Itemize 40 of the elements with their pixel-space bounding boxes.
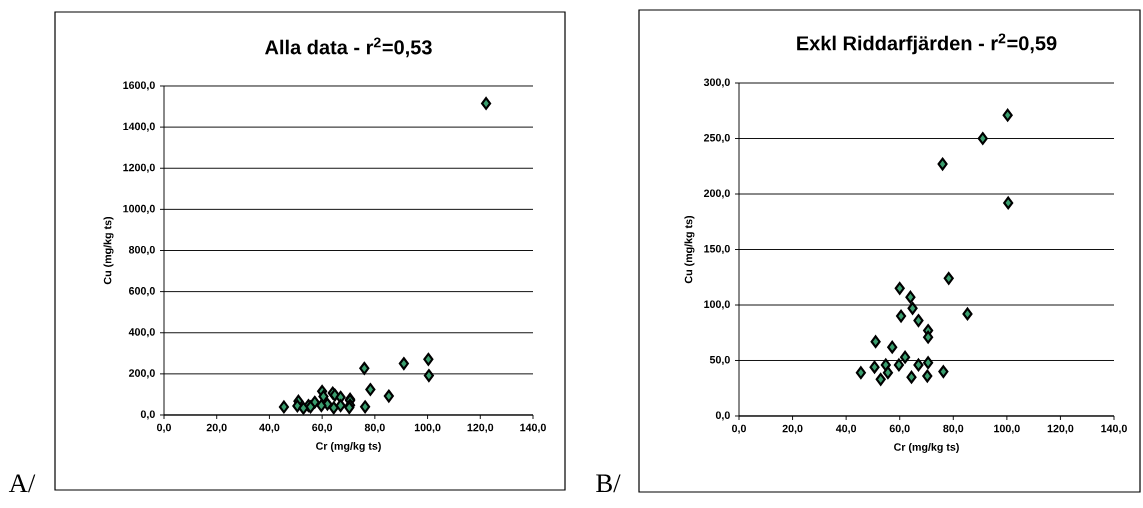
y-axis-title: Cu (mg/kg ts): [103, 216, 114, 285]
x-tick-label: 40,0: [835, 424, 857, 434]
y-tick-label: 50,0: [709, 355, 730, 366]
y-tick-label: 1000,0: [123, 204, 155, 214]
x-tick-label: 40,0: [259, 423, 280, 433]
y-tick-label: 100,0: [704, 300, 730, 310]
y-tick-label: 800,0: [128, 245, 155, 256]
chart-title: Alla data - r$^{2}$=0,53: [265, 37, 432, 58]
y-tick-label: 0,0: [715, 411, 730, 421]
y-tick-label: 1400,0: [123, 122, 155, 132]
y-tick-label: 250,0: [703, 133, 730, 144]
x-tick-label: 20,0: [782, 424, 803, 434]
x-tick-label: 20,0: [206, 423, 227, 433]
y-tick-label: 0,0: [140, 410, 155, 420]
x-axis-title: Cr (mg/kg ts): [894, 442, 959, 453]
x-tick-label: 100,0: [994, 424, 1020, 434]
x-tick-label: 100,0: [414, 423, 441, 433]
x-tick-label: 140,0: [520, 423, 546, 433]
text: A/: [8, 474, 36, 493]
y-tick-label: 300,0: [703, 78, 730, 88]
y-tick-label: 200,0: [703, 189, 730, 199]
x-tick-label: 0,0: [157, 423, 171, 433]
x-tick-label: 140,0: [1101, 424, 1127, 434]
y-tick-label: 150,0: [704, 244, 730, 255]
x-tick-label: 120,0: [1047, 424, 1074, 434]
x-tick-label: 60,0: [889, 424, 910, 434]
y-tick-label: 400,0: [128, 328, 155, 338]
text: B/: [596, 474, 621, 493]
x-tick-label: 80,0: [943, 424, 964, 434]
y-axis-title: Cu (mg/kg ts): [684, 215, 695, 284]
chart-title: Exkl Riddarfjärden - r$^{2}$=0,59: [797, 33, 1057, 55]
y-tick-label: 200,0: [128, 369, 155, 379]
y-tick-label: 600,0: [129, 287, 155, 297]
x-tick-label: 0,0: [732, 424, 746, 434]
y-tick-label: 1200,0: [123, 163, 155, 173]
y-tick-label: 1600,0: [123, 81, 155, 91]
x-axis-title: Cr (mg/kg ts): [316, 441, 381, 452]
x-tick-label: 60,0: [312, 423, 333, 433]
x-tick-label: 120,0: [467, 423, 494, 433]
x-tick-label: 80,0: [364, 423, 385, 433]
